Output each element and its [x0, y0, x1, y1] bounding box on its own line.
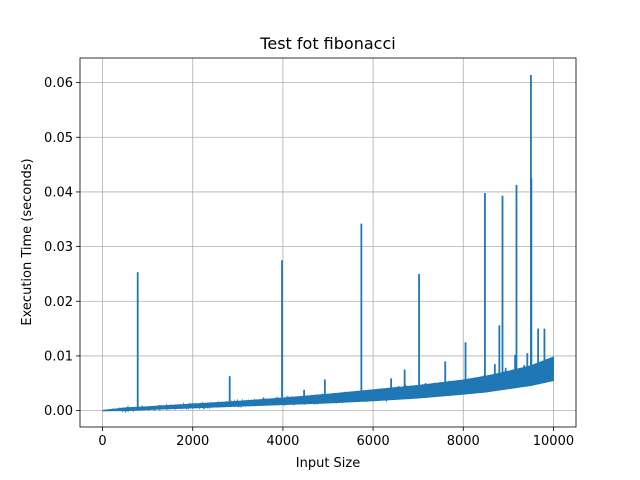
data-series: [102, 74, 555, 414]
x-tick-label: 0: [98, 434, 106, 449]
y-tick-label: 0.02: [44, 295, 73, 310]
x-axis-title: Input Size: [296, 456, 360, 471]
plot-frame: [79, 57, 577, 428]
y-axis-ticks: 0.00 0.01 0.02 0.03 0.04 0.05 0.06: [44, 76, 80, 419]
y-tick-label: 0.06: [44, 76, 73, 91]
y-tick-label: 0.00: [44, 404, 73, 419]
grid: [80, 58, 576, 427]
x-tick-label: 6000: [357, 434, 390, 449]
y-axis-title: Execution Time (seconds): [20, 158, 35, 325]
y-tick-label: 0.04: [44, 185, 73, 200]
series-line: [102, 359, 555, 414]
y-tick-label: 0.03: [44, 240, 73, 255]
x-tick-label: 2000: [176, 434, 209, 449]
x-tick-label: 10000: [533, 434, 574, 449]
x-axis-ticks: 0 2000 4000 6000 8000 10000: [98, 427, 574, 449]
y-tick-label: 0.05: [44, 131, 73, 146]
y-tick-label: 0.01: [44, 349, 73, 364]
x-tick-label: 8000: [447, 434, 480, 449]
x-tick-label: 4000: [266, 434, 299, 449]
chart-title: Test fot fibonacci: [259, 34, 395, 53]
